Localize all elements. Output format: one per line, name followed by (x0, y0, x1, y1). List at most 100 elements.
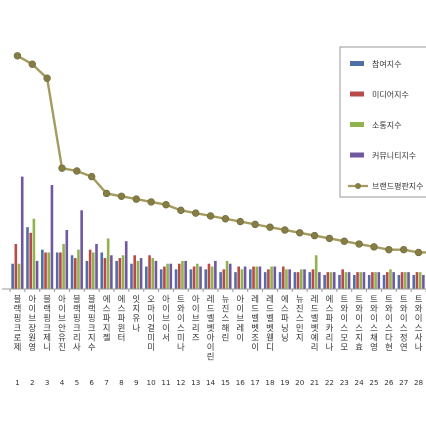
x-tick-char: 이 (28, 304, 36, 314)
x-tick-char: 이 (370, 313, 378, 323)
x-tick-char: 로 (14, 332, 22, 342)
legend-label-2: 미디어지수 (372, 90, 409, 100)
x-tick-char: 모 (340, 332, 348, 342)
line-point-23 (340, 237, 348, 245)
bar-2-28 (415, 272, 419, 289)
x-tick-char: 스 (400, 323, 408, 333)
x-tick-char: 나 (415, 342, 423, 352)
x-tick-char: 리 (192, 323, 200, 333)
x-tick-char: 드 (266, 304, 274, 314)
bar-3-28 (418, 272, 422, 289)
x-tick-char: 영 (370, 342, 378, 352)
x-tick-char: 리 (311, 342, 319, 352)
x-tick-char: 웬 (266, 332, 274, 342)
line-point-14 (206, 212, 215, 220)
bar-2-11 (163, 266, 166, 289)
bar-3-1 (17, 263, 21, 289)
x-tick-char: 랙 (73, 304, 81, 314)
bar-3-21 (314, 255, 318, 289)
x-tick-char: 이 (400, 313, 408, 323)
x-tick-char: 현 (385, 342, 393, 352)
x-tick-char: 사 (415, 332, 423, 342)
bar-4-8 (124, 241, 128, 289)
x-tick-char: 오 (147, 294, 155, 304)
rank-label-28: 28 (414, 378, 424, 387)
legend-swatch-3 (350, 122, 364, 127)
bar-3-27 (404, 272, 407, 289)
x-tick-char: 지 (296, 332, 304, 342)
x-tick-char: 예 (311, 332, 319, 342)
line-point-19 (281, 226, 289, 234)
line-point-25 (370, 243, 378, 251)
bar-2-17 (252, 266, 255, 289)
bar-2-3 (44, 252, 47, 289)
x-tick-char: 뉴 (222, 294, 230, 304)
x-tick-char: 트 (385, 294, 393, 304)
bar-4-23 (347, 272, 351, 289)
line-point-3 (43, 74, 51, 82)
bar-3-8 (121, 255, 125, 289)
bar-2-22 (326, 272, 330, 289)
x-tick-char: 제 (43, 332, 51, 342)
bar-3-4 (62, 244, 65, 289)
rank-label-5: 5 (75, 378, 80, 387)
x-tick-char: 서 (162, 332, 170, 342)
bar-2-18 (267, 269, 270, 289)
x-tick-char: 잇 (132, 294, 140, 304)
x-tick-char: 벳 (251, 323, 259, 333)
line-point-13 (192, 209, 200, 217)
bar-1-13 (189, 269, 193, 289)
x-tick-char: 트 (415, 294, 423, 304)
x-tick-char: 아 (236, 294, 244, 304)
bar-4-20 (303, 269, 306, 289)
x-tick-char: 에 (281, 294, 289, 304)
bar-3-3 (47, 252, 51, 289)
bar-3-18 (270, 266, 273, 289)
bar-1-14 (204, 269, 208, 289)
bar-4-18 (273, 266, 277, 289)
x-tick-char: 스 (103, 304, 111, 314)
rank-label-14: 14 (206, 378, 216, 387)
bar-1-18 (263, 272, 267, 289)
bar-2-10 (148, 255, 151, 289)
x-tick-char: 레 (236, 323, 244, 333)
x-tick-char: 이 (147, 313, 155, 323)
bar-4-10 (154, 260, 158, 289)
x-tick-char: 블 (14, 294, 22, 304)
x-tick-char: 드 (251, 304, 259, 314)
bar-4-26 (392, 272, 395, 289)
bar-4-13 (199, 266, 202, 289)
x-tick-char: 해 (222, 323, 230, 333)
bar-4-1 (20, 176, 24, 289)
bar-3-19 (285, 269, 288, 289)
line-point-1 (13, 52, 22, 60)
bar-1-16 (234, 272, 237, 289)
bar-2-20 (296, 272, 300, 289)
x-tick-char: 와 (340, 304, 348, 314)
x-tick-char: 파 (281, 313, 289, 323)
bar-3-12 (181, 260, 184, 289)
x-tick-char: 아 (162, 294, 170, 304)
x-tick-char: 린 (222, 332, 230, 342)
x-tick-char: 유 (58, 332, 66, 342)
bar-3-5 (77, 249, 80, 289)
x-tick-char: 진 (222, 304, 230, 314)
bar-4-25 (377, 272, 381, 289)
line-point-8 (117, 192, 126, 200)
x-tick-char: 레 (266, 294, 274, 304)
x-tick-char: 진 (58, 342, 66, 352)
line-point-6 (88, 172, 96, 181)
